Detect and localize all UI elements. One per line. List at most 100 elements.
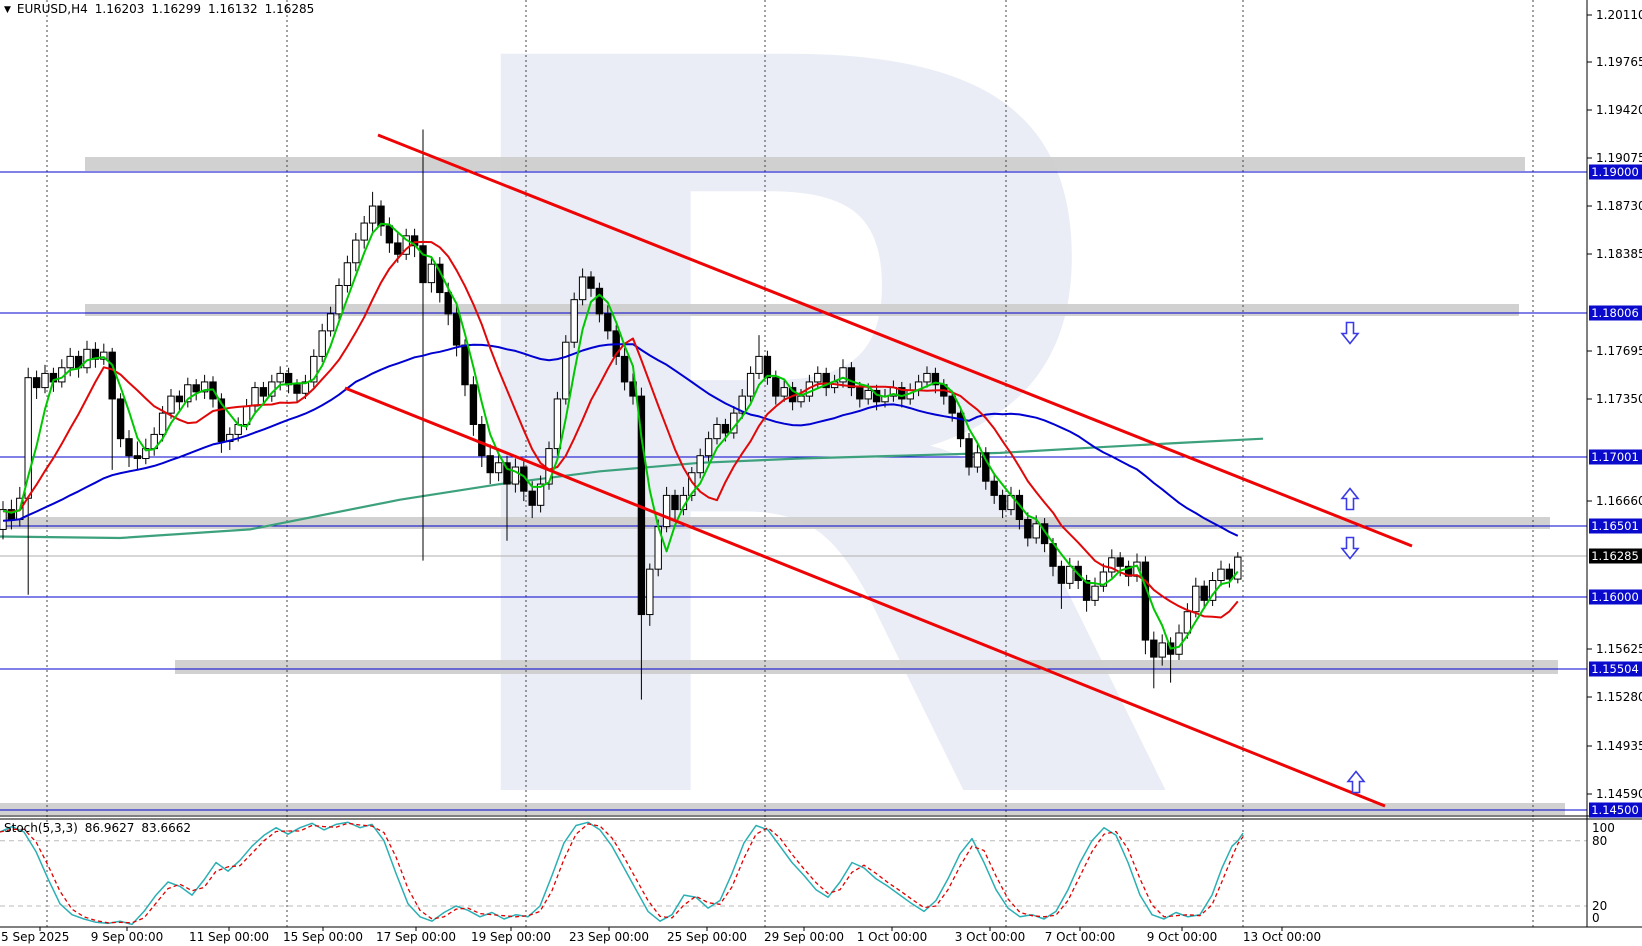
candle-body (671, 494, 679, 511)
candle-body (444, 292, 452, 315)
candle-body (158, 412, 167, 435)
time-label[interactable]: 17 Sep 00:00 (376, 930, 456, 944)
candle-body (1200, 585, 1208, 601)
candle-body (1183, 611, 1192, 634)
last-price-label (1589, 548, 1642, 564)
time-label[interactable]: 3 Oct 00:00 (955, 930, 1026, 944)
level-price-text: 1.18006 (1591, 306, 1639, 320)
ohlc-low: 1.16132 (208, 2, 258, 16)
chart-title: ▼ EURUSD,H4 1.16203 1.16299 1.16132 1.16285 (4, 2, 314, 16)
candle-body (259, 387, 268, 397)
candle-body (595, 287, 604, 315)
candle-body (108, 351, 116, 400)
candle-body (780, 387, 788, 397)
candle-body (990, 480, 998, 496)
time-label[interactable]: 15 Sep 00:00 (283, 930, 363, 944)
candle-body (1141, 561, 1150, 641)
candle-body (41, 372, 49, 389)
candle-body (528, 490, 536, 506)
candle-body (1099, 571, 1108, 587)
candle-body (578, 276, 587, 301)
trendline[interactable] (344, 386, 1386, 808)
candle-body (772, 377, 780, 397)
time-label[interactable]: 29 Sep 00:00 (764, 930, 844, 944)
arrow-down-icon[interactable] (1340, 321, 1360, 345)
candle-body (704, 438, 713, 457)
candle-body (503, 462, 511, 485)
arrow-down-icon[interactable] (1340, 536, 1360, 560)
stochastic-name: Stoch(5,3,3) (4, 821, 78, 835)
candle-body (116, 398, 125, 440)
sr-zone-band[interactable] (85, 304, 1519, 316)
ohlc-close: 1.16285 (264, 2, 315, 16)
time-label[interactable]: 5 Sep 2025 (1, 930, 69, 944)
candle-body (1032, 523, 1040, 539)
candle-body (1108, 557, 1116, 573)
time-label[interactable]: 11 Sep 00:00 (189, 930, 269, 944)
price-tick-label: 1.17350 (1596, 392, 1642, 406)
time-label[interactable]: 1 Oct 00:00 (857, 930, 928, 944)
candle-body (1082, 580, 1091, 601)
candle-body (326, 313, 335, 332)
symbol-dropdown-icon[interactable]: ▼ (4, 5, 11, 15)
candle-body (1217, 568, 1225, 582)
time-label[interactable]: 7 Oct 00:00 (1045, 930, 1116, 944)
candle-body (360, 222, 368, 241)
stoch-scale-label: 20 (1592, 899, 1607, 913)
candle-body (965, 438, 973, 468)
level-price-label (1589, 164, 1642, 180)
candle-body (318, 330, 326, 357)
candle-body (713, 423, 721, 440)
candle-body (293, 384, 301, 394)
candle-body (646, 568, 654, 616)
candle-body (864, 389, 872, 400)
price-tick-label: 1.19420 (1596, 103, 1642, 117)
candle-body (1091, 585, 1099, 601)
candle-body (133, 455, 142, 460)
time-label[interactable]: 9 Sep 00:00 (91, 930, 163, 944)
candle-body (310, 355, 318, 383)
candle-body (1040, 523, 1049, 545)
level-price-label (1589, 802, 1642, 818)
candle-body (587, 276, 595, 289)
candle-body (511, 466, 520, 485)
sr-zone-band[interactable] (0, 517, 1550, 529)
candle-body (839, 367, 847, 383)
price-tick-label: 1.18385 (1596, 247, 1642, 261)
time-label[interactable]: 25 Sep 00:00 (667, 930, 747, 944)
level-price-text: 1.16000 (1591, 590, 1639, 604)
candle-body (301, 381, 310, 394)
price-tick-label: 1.16660 (1596, 494, 1642, 508)
time-label[interactable]: 23 Sep 00:00 (569, 930, 649, 944)
candle-body (377, 205, 385, 227)
ohlc-high: 1.16299 (151, 2, 201, 16)
price-tick-label: 1.15625 (1596, 642, 1642, 656)
time-label[interactable]: 9 Oct 00:00 (1147, 930, 1218, 944)
trendline[interactable] (377, 133, 1413, 548)
candle-body (343, 262, 352, 286)
candle-body (570, 299, 578, 343)
candle-body (898, 387, 906, 400)
candle-body (167, 395, 175, 414)
time-label[interactable]: 19 Sep 00:00 (471, 930, 551, 944)
sr-zone-band[interactable] (175, 660, 1558, 674)
level-price-label (1589, 305, 1642, 321)
arrow-up-icon[interactable] (1340, 487, 1360, 511)
candle-body (335, 284, 343, 315)
level-price-text: 1.16501 (1591, 519, 1639, 533)
level-price-text: 1.17001 (1591, 450, 1639, 464)
price-tick-label: 1.19075 (1596, 151, 1642, 165)
candle-body (746, 372, 755, 397)
stoch-scale-label: 80 (1592, 834, 1607, 848)
candle-body (100, 351, 108, 360)
candle-body (797, 395, 805, 403)
sr-zone-band[interactable] (0, 803, 1565, 815)
candle-body (721, 423, 730, 434)
candle-body (486, 455, 494, 474)
sr-zone-band[interactable] (85, 157, 1525, 171)
candle-body (536, 483, 545, 506)
arrow-up-icon[interactable] (1346, 770, 1366, 794)
time-label[interactable]: 13 Oct 00:00 (1243, 930, 1321, 944)
candle-body (91, 348, 100, 360)
candle-body (192, 384, 200, 393)
